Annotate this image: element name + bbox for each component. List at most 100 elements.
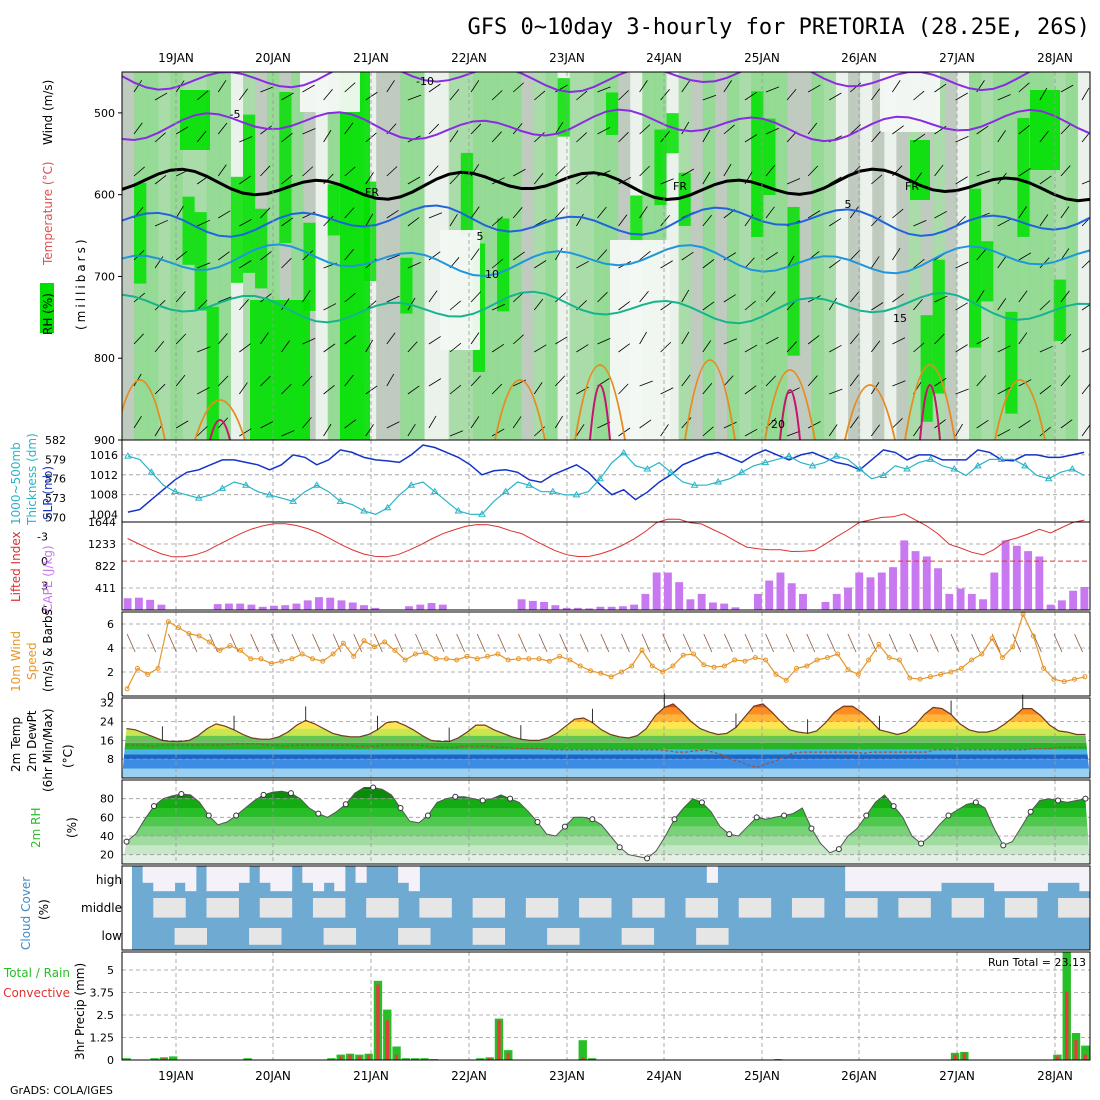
wind-speed-marker xyxy=(227,643,233,649)
cape-bar xyxy=(1024,551,1033,610)
thickness-marker xyxy=(1044,474,1053,482)
rh-dry-0 xyxy=(610,240,670,440)
upper-wind-barb xyxy=(323,343,336,353)
upper-wind-barb xyxy=(786,178,801,185)
cloud-mid-clear xyxy=(483,898,495,918)
upper-wind-barb xyxy=(765,164,776,177)
cloud-mid-clear xyxy=(972,898,985,918)
upper-wind-barb xyxy=(197,346,211,353)
upper-wind-barb xyxy=(723,294,736,303)
isotherm-15 xyxy=(122,290,1090,325)
dewpoint-line xyxy=(126,743,1086,769)
slp-tick-1008: 1008 xyxy=(90,489,118,502)
cloud-mid-clear xyxy=(791,898,804,918)
wind-speed-marker xyxy=(969,657,975,663)
cloud-high-clear xyxy=(259,866,271,883)
thickness-marker xyxy=(785,452,793,459)
wind-speed-marker xyxy=(794,665,800,671)
precip-total-bar xyxy=(578,1040,587,1060)
upper-wind-barb xyxy=(428,212,443,219)
cloud-mid-clear xyxy=(536,898,548,918)
upper-wind-barb xyxy=(892,80,901,93)
rh-patch-44 xyxy=(654,129,668,206)
cape-bar xyxy=(821,601,830,610)
upper-wind-barb xyxy=(976,170,990,177)
rh-tick-60: 60 xyxy=(100,811,114,824)
upper-wind-barb xyxy=(470,80,480,93)
upper-wind-barb xyxy=(786,430,801,437)
rh-marker xyxy=(753,814,760,821)
rh-column-54 xyxy=(775,72,789,440)
contour-label-2: FR xyxy=(365,186,379,199)
wind-speed-marker xyxy=(196,633,202,639)
upper-tick-500: 500 xyxy=(94,107,115,120)
cloud-low-clear xyxy=(259,928,271,945)
cloud-mid-clear xyxy=(206,898,218,918)
upper-wind-barb xyxy=(491,344,505,353)
temp-frame xyxy=(121,697,1091,779)
isotherm--5 xyxy=(122,108,1090,143)
rh-patch-53 xyxy=(763,118,777,196)
cloud-mid-clear xyxy=(493,898,506,918)
rh-patch-45 xyxy=(666,113,680,154)
cloud-high-clear xyxy=(281,866,293,892)
cape-bar xyxy=(855,572,864,610)
upper-wind-barb xyxy=(1081,259,1090,269)
upper-label-millibars: (millibars) xyxy=(74,236,88,330)
cloud-high-clear xyxy=(1047,866,1059,883)
cloud-low-clear xyxy=(185,928,197,945)
cape-bar xyxy=(573,607,582,610)
temp-panel-labels: 2m Temp 2m DewPt (6hr Min/Max) (°C) xyxy=(9,709,75,793)
rh-marker xyxy=(534,819,541,825)
upper-wind-barb xyxy=(723,163,732,177)
rh-marker xyxy=(1082,795,1089,802)
cloud-high-clear xyxy=(1015,866,1027,892)
upper-wind-barb xyxy=(449,88,460,101)
rh-patch-74 xyxy=(1017,117,1031,237)
upper-wind-barb xyxy=(260,421,274,429)
rh-marker xyxy=(507,795,514,802)
rh-patch-55 xyxy=(787,206,801,356)
upper-wind-barb xyxy=(744,257,755,269)
upper-wind-barb xyxy=(239,343,251,353)
wind-barb xyxy=(930,633,939,653)
rh-unit-label: (%) xyxy=(65,817,79,838)
upper-wind-barb xyxy=(154,383,166,395)
upper-wind-barb xyxy=(976,336,990,345)
upper-wind-barb xyxy=(554,415,563,429)
wind-label-1: 10m Wind xyxy=(9,631,23,692)
upper-wind-barb xyxy=(1018,252,1032,261)
upper-wind-barb xyxy=(175,205,184,219)
cloud-mid-clear xyxy=(163,898,176,918)
upper-wind-barb xyxy=(344,207,355,219)
upper-wind-barb xyxy=(281,174,293,185)
temp-label-4: (°C) xyxy=(61,744,75,768)
temp-label-1: 2m Temp xyxy=(9,717,23,772)
upper-wind-barb xyxy=(744,134,758,143)
upper-wind-barb xyxy=(428,290,438,303)
cloud-high-clear xyxy=(174,866,186,883)
cape-tick-1644: 1644 xyxy=(88,516,116,529)
upper-wind-barb xyxy=(281,383,292,395)
upper-wind-barb xyxy=(428,123,440,135)
upper-wind-barb xyxy=(281,257,292,269)
upper-wind-barb xyxy=(765,375,776,387)
cape-bar xyxy=(416,604,425,610)
cape-bar xyxy=(990,572,999,610)
upper-wind-barb xyxy=(1018,124,1030,135)
upper-wind-barb xyxy=(997,387,1011,395)
isotherm-25-loop-5 xyxy=(779,389,801,440)
upper-wind-barb xyxy=(1039,175,1052,185)
upper-wind-barb xyxy=(533,132,545,143)
upper-wind-barb xyxy=(955,388,969,395)
upper-wind-barb xyxy=(850,82,862,93)
upper-wind-barb xyxy=(871,424,880,437)
upper-wind-barb xyxy=(997,94,1011,101)
thickness-line xyxy=(127,452,1085,515)
precip-label-total: Total / Rain xyxy=(3,966,70,980)
wind-speed-marker xyxy=(289,656,295,662)
cape-tick-822: 822 xyxy=(95,560,116,573)
rh-marker xyxy=(342,801,349,808)
cloud-high-clear xyxy=(142,866,154,883)
wind-speed-marker xyxy=(536,656,542,662)
